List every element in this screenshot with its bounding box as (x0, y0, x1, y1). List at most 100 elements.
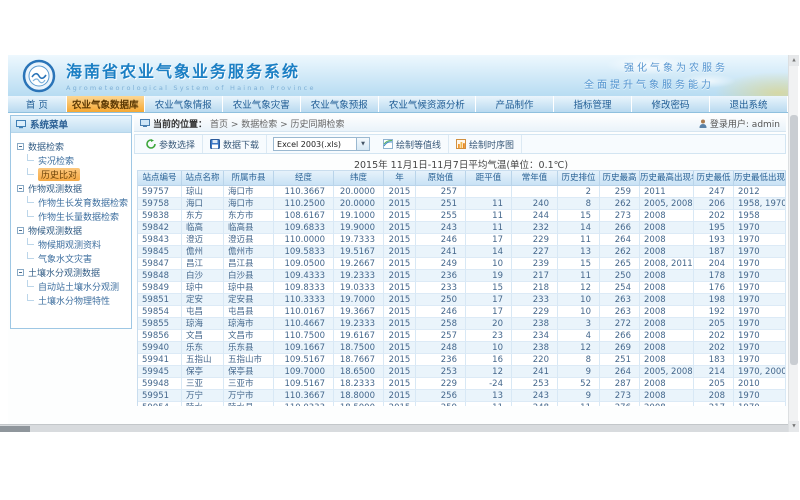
table-row[interactable]: 59855 琼海 琼海市 110.4667 19.2333 2015 258 20 238 3 27… (138, 318, 786, 330)
table-cell: 2015 (384, 270, 416, 282)
scroll-up-icon[interactable] (789, 55, 799, 66)
table-cell: 琼中 (182, 282, 224, 294)
table-row[interactable]: 59948 三亚 三亚市 109.5167 18.2333 2015 229 -24 253 52… (138, 378, 786, 390)
table-cell: 110.7500 (274, 330, 334, 342)
table-cell: 2008 (640, 306, 694, 318)
table-row[interactable]: 59954陵水陵水县110.033318.5000201525911248112… (138, 402, 786, 406)
nav-item[interactable]: 产品制作 (476, 96, 554, 112)
sidebar-group[interactable]: 数据检索 (17, 139, 129, 153)
table-row[interactable]: 59945 保亭 保亭县 109.7000 18.6500 2015 253 12 241 9 26… (138, 366, 786, 378)
table-cell: 251 (600, 354, 640, 366)
table-row[interactable]: 59854 屯昌 屯昌县 110.0167 19.3667 2015 246 17 229 10 2… (138, 306, 786, 318)
nav-item[interactable]: 退出系统 (710, 96, 788, 112)
table-row[interactable]: 59849 琼中 琼中县 109.8333 19.0333 2015 233 15 218 12 2… (138, 282, 786, 294)
nav-item[interactable]: 农业气候资源分析 (379, 96, 476, 112)
nav-item[interactable]: 农业气象情报 (145, 96, 223, 112)
nav-item[interactable]: 修改密码 (632, 96, 710, 112)
table-cell: 15 (466, 282, 512, 294)
table-row[interactable]: 59843 澄迈 澄迈县 110.0000 19.7333 2015 246 17 229 11 2… (138, 234, 786, 246)
nav-item[interactable]: 农业气象预报 (301, 96, 379, 112)
param-select-button[interactable]: 参数选择 (139, 135, 204, 153)
column-header[interactable]: 原始值 (416, 171, 466, 186)
nav-item[interactable]: 首 页 (8, 96, 67, 112)
column-header[interactable]: 历史最高 (600, 171, 640, 186)
table-cell: 2010 (734, 378, 786, 390)
table-cell: 241 (416, 246, 466, 258)
table-cell: 17 (466, 294, 512, 306)
table-row[interactable]: 59845 儋州 儋州市 109.5833 19.5167 2015 241 14 227 13 2… (138, 246, 786, 258)
table-row[interactable]: 59847 昌江 昌江县 109.0500 19.2667 2015 249 10 239 15 2… (138, 258, 786, 270)
column-header[interactable]: 站点编号 (138, 171, 182, 186)
table-cell: 59847 (138, 258, 182, 270)
table-cell: 193 (694, 234, 734, 246)
scroll-down-icon[interactable] (789, 421, 799, 432)
column-header[interactable]: 距平值 (466, 171, 512, 186)
column-header[interactable]: 历史排位 (558, 171, 600, 186)
table-row[interactable]: 59758 海口 海口市 110.2500 20.0000 2015 251 11 240 8 26… (138, 198, 786, 210)
table-cell: 243 (416, 222, 466, 234)
table-row[interactable]: 59848 白沙 白沙县 109.4333 19.2333 2015 236 19 217 11 2… (138, 270, 786, 282)
collapse-icon[interactable] (17, 184, 24, 192)
column-header[interactable]: 历史最低出现年份 (734, 171, 786, 186)
table-cell: 59954 (138, 402, 182, 406)
sidebar-item[interactable]: 作物生长发育数据检索 (17, 195, 129, 209)
table-row[interactable]: 59941 五指山 五指山市 109.5167 18.7667 2015 236 16 220 8… (138, 354, 786, 366)
sidebar-item[interactable]: 自动站土壤水分观测 (17, 279, 129, 293)
sidebar-group[interactable]: 作物观测数据 (17, 181, 129, 195)
sidebar-item[interactable]: 气象水文灾害 (17, 251, 129, 265)
table-row[interactable]: 59856 文昌 文昌市 110.7500 19.6167 2015 257 23 234 4 26… (138, 330, 786, 342)
table-cell: 272 (600, 318, 640, 330)
draw-timeseries-button[interactable]: 绘制时序图 (449, 135, 523, 153)
download-label: 数据下载 (223, 140, 260, 151)
column-header[interactable]: 纬度 (334, 171, 384, 186)
nav-item[interactable]: 农业气象数据库 (66, 96, 145, 112)
vertical-scroll-thumb[interactable] (790, 115, 798, 365)
nav-item[interactable]: 农业气象灾害 (223, 96, 301, 112)
column-header[interactable]: 经度 (274, 171, 334, 186)
horizontal-scrollbar[interactable] (0, 424, 788, 432)
column-header[interactable]: 年 (384, 171, 416, 186)
system-menu-icon (16, 119, 26, 128)
nav-item[interactable]: 指标管理 (554, 96, 632, 112)
table-row[interactable]: 59757 琼山 海口市 110.3667 20.0000 2015 257 2 259 2011… (138, 186, 786, 198)
table-cell: 217 (694, 402, 734, 406)
table-row[interactable]: 59842 临高 临高县 109.6833 19.9000 2015 243 11 232 14 2… (138, 222, 786, 234)
sidebar-group[interactable]: 土壤水分观测数据 (17, 265, 129, 279)
location-icon (140, 118, 150, 127)
table-row[interactable]: 59838 东方 东方市 108.6167 19.1000 2015 255 11 244 15 2… (138, 210, 786, 222)
table-row[interactable]: 59851 定安 定安县 110.3333 19.7000 2015 250 17 233 10 2… (138, 294, 786, 306)
download-button[interactable]: 数据下载 (203, 135, 268, 153)
sidebar-item[interactable]: 物候期观测资料 (17, 237, 129, 251)
sidebar-item[interactable]: 历史比对 (17, 167, 129, 181)
sidebar-group-label: 数据检索 (28, 142, 65, 153)
table-cell: 1970 (734, 282, 786, 294)
collapse-icon[interactable] (17, 226, 24, 234)
collapse-icon[interactable] (17, 268, 24, 276)
collapse-icon[interactable] (17, 142, 24, 150)
table-cell: 2008 (640, 330, 694, 342)
table-cell: 儋州市 (224, 246, 274, 258)
table-cell: 208 (694, 390, 734, 402)
column-header[interactable]: 站点名称 (182, 171, 224, 186)
horizontal-scroll-thumb[interactable] (0, 426, 30, 432)
sidebar-item[interactable]: 土壤水分物理特性 (17, 293, 129, 307)
breadcrumb-bar: 当前的位置： 首页 > 数据检索 > 历史同期检索 登录用户: admin (134, 115, 786, 132)
breadcrumb-path[interactable]: 首页 > 数据检索 > 历史同期检索 (210, 119, 345, 130)
column-header[interactable]: 所属市县 (224, 171, 274, 186)
draw-contour-button[interactable]: 绘制等值线 (376, 135, 450, 153)
column-header[interactable]: 常年值 (512, 171, 558, 186)
vertical-scrollbar[interactable] (788, 55, 799, 432)
table-cell: 198 (694, 294, 734, 306)
table-row[interactable]: 59951 万宁 万宁市 110.3667 18.8000 2015 256 13 243 9 27… (138, 390, 786, 402)
sidebar-item[interactable]: 作物生长量数据检索 (17, 209, 129, 223)
sidebar-item[interactable]: 实况检索 (17, 153, 129, 167)
column-header[interactable]: 历史最高出现年份 (640, 171, 694, 186)
column-header[interactable]: 历史最低 (694, 171, 734, 186)
table-row[interactable]: 59940 乐东 乐东县 109.1667 18.7500 2015 248 10 238 12 2… (138, 342, 786, 354)
table-cell: 19.2333 (334, 270, 384, 282)
table-cell: 2015 (384, 282, 416, 294)
export-format-select[interactable]: Excel 2003(.xls) (273, 137, 371, 151)
table-cell: 2015 (384, 318, 416, 330)
dropdown-arrow-icon[interactable] (357, 137, 371, 151)
sidebar-group[interactable]: 物候观测数据 (17, 223, 129, 237)
